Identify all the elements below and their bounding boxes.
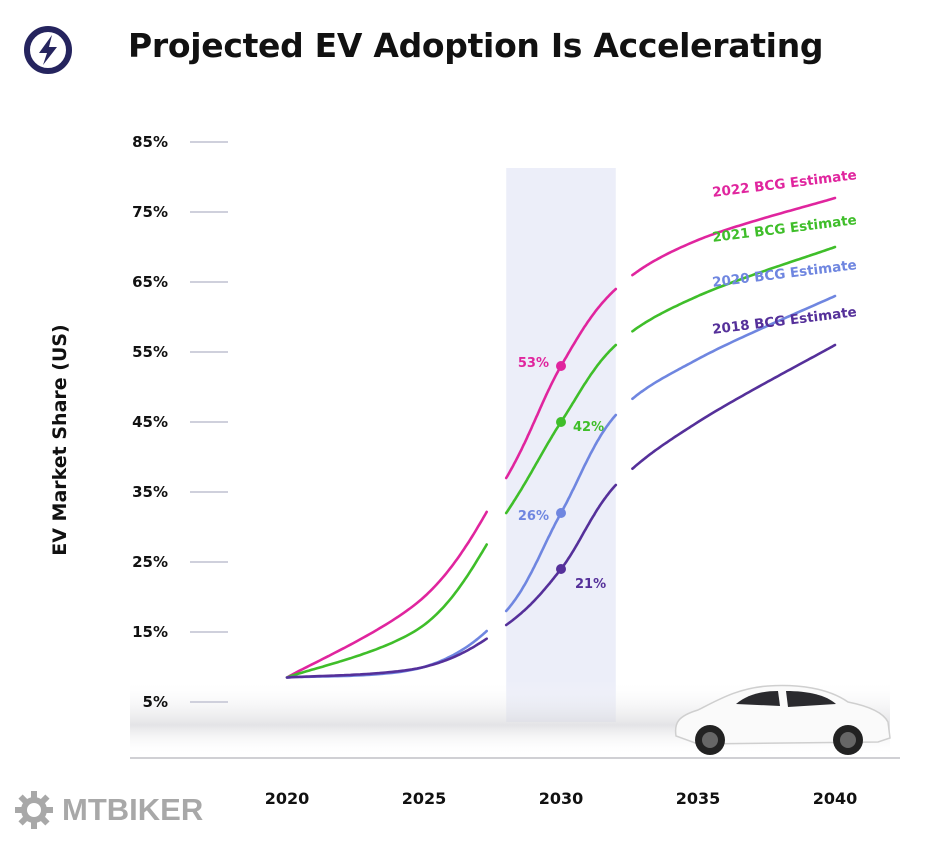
series-legend-label: 2018 BCG Estimate xyxy=(711,304,857,338)
series-line xyxy=(631,294,837,401)
series-line xyxy=(285,637,488,679)
x-tick-label: 2035 xyxy=(676,789,721,808)
gear-icon xyxy=(15,791,53,829)
y-tick-label: 75% xyxy=(132,203,168,221)
y-tick-label: 45% xyxy=(132,413,168,431)
y-axis-label: EV Market Share (US) xyxy=(49,324,71,556)
watermark-text: MTBIKER xyxy=(62,792,204,827)
y-tick-label: 65% xyxy=(132,273,168,291)
y-tick-label: 35% xyxy=(132,483,168,501)
data-label: 53% xyxy=(518,356,549,371)
series-line xyxy=(631,196,837,277)
series-line xyxy=(285,510,488,679)
data-point-2030 xyxy=(556,361,566,371)
y-tick-label: 55% xyxy=(132,343,168,361)
y-tick-label: 5% xyxy=(143,693,168,711)
data-point-2030 xyxy=(556,564,566,574)
series-line xyxy=(285,629,488,679)
x-tick-label: 2020 xyxy=(265,789,310,808)
data-label: 26% xyxy=(518,509,549,524)
y-tick-label: 15% xyxy=(132,623,168,641)
series-legend-label: 2021 BCG Estimate xyxy=(711,212,857,246)
watermark: MTBIKER xyxy=(14,790,203,830)
x-tick-label: 2030 xyxy=(539,789,584,808)
page-title: Projected EV Adoption Is Accelerating xyxy=(128,26,824,65)
y-tick-label: 85% xyxy=(132,133,168,151)
series-legend-label: 2022 BCG Estimate xyxy=(711,167,857,201)
data-point-2030 xyxy=(556,508,566,518)
x-tick-label: 2025 xyxy=(402,789,447,808)
lightning-bolt-circle-icon xyxy=(22,24,74,80)
data-label: 21% xyxy=(575,577,606,592)
series-line xyxy=(631,245,837,333)
data-label: 42% xyxy=(573,420,604,435)
series-line xyxy=(631,343,837,470)
y-tick-label: 25% xyxy=(132,553,168,571)
data-point-2030 xyxy=(556,417,566,427)
car-icon xyxy=(674,684,891,755)
x-tick-label: 2040 xyxy=(813,789,858,808)
series-legend-label: 2020 BCG Estimate xyxy=(711,257,857,291)
series-line xyxy=(285,543,488,679)
